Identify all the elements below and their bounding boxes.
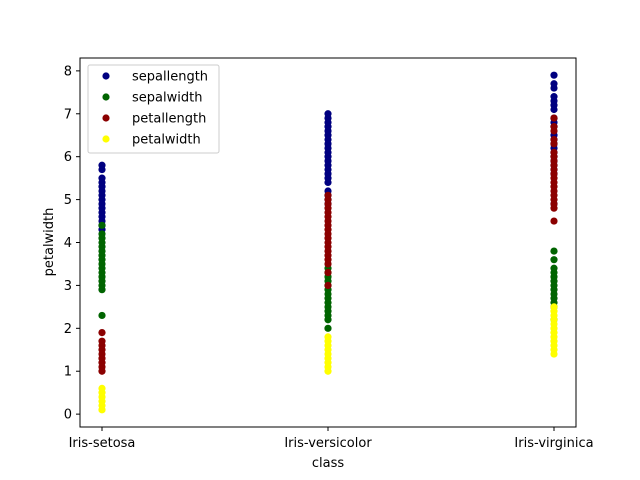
point-sepalwidth	[98, 221, 106, 229]
legend-label: sepallength	[132, 70, 208, 85]
x-axis-label: class	[312, 456, 344, 471]
legend-label: petalwidth	[132, 133, 201, 148]
point-petallength	[324, 260, 332, 268]
legend-marker	[102, 72, 110, 80]
y-tick-label: 1	[64, 365, 72, 380]
legend: sepallength sepalwidth petallength petalwid…	[87, 64, 220, 154]
point-sepallength	[550, 71, 558, 79]
point-sepalwidth	[98, 311, 106, 320]
legend-marker	[102, 114, 110, 122]
legend-label: sepalwidth	[132, 91, 202, 106]
legend-label: petallength	[132, 112, 206, 127]
point-sepalwidth	[550, 247, 558, 255]
point-sepalwidth	[324, 324, 332, 332]
point-petallength	[324, 268, 332, 277]
x-tick-label: Iris-setosa	[69, 436, 136, 451]
point-sepallength	[550, 105, 558, 114]
y-tick-label: 7	[64, 107, 72, 122]
x-tick-label: Iris-versicolor	[284, 436, 372, 451]
legend-entry-sepalwidth: sepalwidth	[102, 91, 202, 106]
y-tick-label: 4	[64, 236, 72, 251]
legend-box	[87, 64, 220, 154]
point-sepallength	[98, 183, 106, 191]
point-petalwidth	[98, 406, 106, 414]
data-points	[98, 71, 558, 414]
point-petallength	[98, 329, 106, 337]
point-petallength	[324, 281, 332, 290]
legend-entry-petalwidth: petalwidth	[102, 133, 201, 148]
y-tick-label: 0	[64, 408, 72, 423]
point-sepallength	[98, 174, 106, 182]
y-tick-label: 5	[64, 193, 72, 208]
y-tick-label: 6	[64, 150, 72, 165]
point-petallength	[98, 367, 106, 375]
y-axis-label: petalwidth	[42, 208, 57, 277]
point-petallength	[550, 217, 558, 225]
series-petallength	[98, 114, 558, 375]
point-sepalwidth	[550, 256, 558, 264]
legend-marker	[102, 135, 110, 143]
x-tick-label: Iris-virginica	[514, 436, 593, 451]
point-petallength	[550, 140, 558, 148]
point-petallength	[550, 204, 558, 212]
legend-entry-sepallength: sepallength	[102, 70, 208, 85]
point-sepalwidth	[324, 316, 332, 324]
y-tick-label: 3	[64, 279, 72, 294]
point-petalwidth	[550, 350, 558, 358]
y-tick-label: 2	[64, 322, 72, 337]
y-tick-label: 8	[64, 64, 72, 79]
series-petalwidth	[98, 303, 558, 414]
point-sepallength	[98, 204, 106, 212]
y-axis: 0 1 2 3 4 5 6 7 8	[64, 64, 80, 423]
point-petallength	[550, 114, 558, 122]
point-sepalwidth	[98, 286, 106, 294]
legend-entry-petallength: petallength	[102, 112, 206, 127]
x-axis: Iris-setosa Iris-versicolor Iris-virginica	[69, 427, 594, 451]
point-sepallength	[550, 84, 558, 92]
point-petalwidth	[324, 367, 332, 375]
point-sepallength	[324, 178, 332, 187]
point-petallength	[550, 127, 558, 135]
point-sepallength	[98, 165, 106, 174]
legend-marker	[102, 93, 110, 101]
point-sepallength	[98, 195, 106, 204]
